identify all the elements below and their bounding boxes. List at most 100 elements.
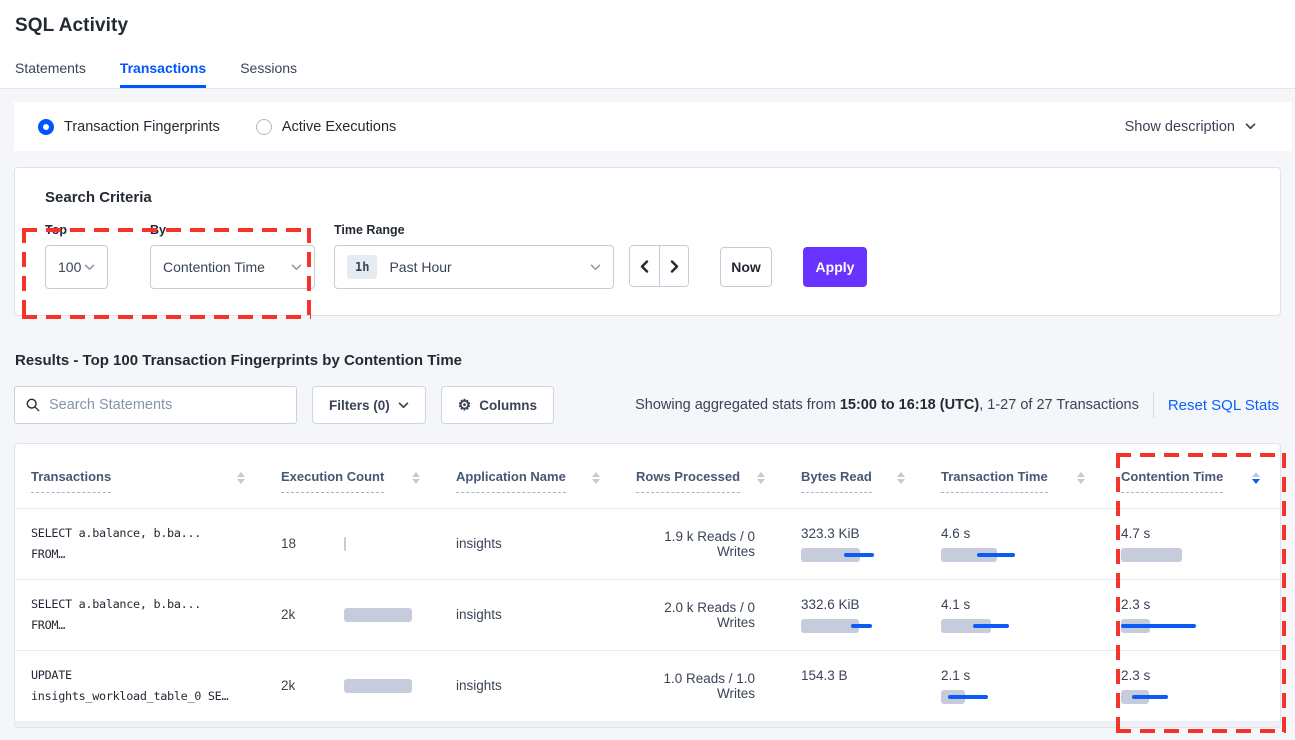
transaction-time-value: 2.1 s <box>941 667 971 683</box>
tab-statements[interactable]: Statements <box>15 60 86 76</box>
chevron-left-icon <box>640 259 649 273</box>
transactions-table-card: Transactions Execution Count Application… <box>14 443 1281 728</box>
reset-sql-stats-link[interactable]: Reset SQL Stats <box>1167 396 1279 414</box>
rows-processed-value: 2.0 k Reads / 0 Writes <box>664 599 755 630</box>
radio-label: Active Executions <box>281 118 397 135</box>
transaction-fingerprint-link[interactable]: SELECT a.balance, b.ba... FROM… <box>31 525 202 561</box>
columns-label: Columns <box>479 397 537 413</box>
radio-selected-icon <box>38 118 54 135</box>
filters-button[interactable]: Filters (0) <box>312 386 426 424</box>
table-row[interactable]: SELECT a.balance, b.ba... FROM… 18 insigh… <box>15 508 1280 579</box>
time-range-value: Past Hour <box>389 259 452 275</box>
transactions-table: Transactions Execution Count Application… <box>15 444 1280 721</box>
time-prev-button[interactable] <box>630 246 659 286</box>
radio-active-executions[interactable]: Active Executions <box>255 118 397 135</box>
columns-button[interactable]: ⚙ Columns <box>440 386 554 424</box>
sort-icon[interactable] <box>757 472 765 484</box>
time-range-badge: 1h <box>347 255 378 279</box>
top-control: Top 100 <box>45 223 108 289</box>
col-header-transaction-time[interactable]: Transaction Time <box>925 444 1105 508</box>
results-toolbar: Filters (0) ⚙ Columns Showing aggregated… <box>14 386 1281 424</box>
contention-time-bar <box>1121 618 1231 633</box>
contention-time-bar <box>1121 547 1231 562</box>
transaction-fingerprint-link[interactable]: UPDATE insights_workload_table_0 SE… <box>31 667 229 703</box>
by-control: By Contention Time <box>150 223 315 289</box>
execution-count-bar <box>344 536 440 551</box>
application-name-value: insights <box>456 607 502 622</box>
table-header-row: Transactions Execution Count Application… <box>15 444 1280 508</box>
search-criteria-card: Search Criteria Top 100 By Contention Ti… <box>14 167 1281 316</box>
col-header-transactions[interactable]: Transactions <box>15 444 265 508</box>
transaction-time-bar <box>941 689 1051 704</box>
time-range-select[interactable]: 1h Past Hour <box>334 245 614 289</box>
col-header-rows-processed[interactable]: Rows Processed <box>620 444 785 508</box>
show-description-label: Show description <box>1124 118 1235 135</box>
now-button[interactable]: Now <box>720 247 772 287</box>
search-statements-box <box>14 386 297 424</box>
contention-time-bar <box>1121 689 1231 704</box>
tab-sessions[interactable]: Sessions <box>240 60 298 76</box>
transaction-time-value: 4.6 s <box>941 525 971 541</box>
page-header: SQL Activity Statements Transactions Ses… <box>0 0 1295 89</box>
contention-time-value: 4.7 s <box>1121 525 1151 541</box>
sort-icon[interactable] <box>592 472 600 484</box>
col-header-application-name[interactable]: Application Name <box>440 444 620 508</box>
col-header-bytes-read[interactable]: Bytes Read <box>785 444 925 508</box>
top-select-value: 100 <box>58 259 82 275</box>
execution-count-bar <box>344 678 440 693</box>
execution-count-value: 2k <box>281 607 296 622</box>
divider <box>1152 392 1154 418</box>
show-description-toggle[interactable]: Show description <box>1125 119 1256 135</box>
sort-icon[interactable] <box>1077 472 1085 484</box>
search-criteria-title: Search Criteria <box>45 189 152 206</box>
sort-icon[interactable] <box>897 472 905 484</box>
transaction-time-value: 4.1 s <box>941 596 971 612</box>
by-select[interactable]: Contention Time <box>150 245 315 289</box>
contention-time-value: 2.3 s <box>1121 596 1151 612</box>
bytes-read-bar <box>801 618 911 633</box>
bytes-read-value: 154.3 B <box>801 667 848 683</box>
sort-icon[interactable] <box>237 472 245 484</box>
apply-button[interactable]: Apply <box>803 247 867 287</box>
time-next-button[interactable] <box>659 246 688 286</box>
by-select-value: Contention Time <box>163 259 265 275</box>
time-nav-group <box>629 245 689 287</box>
table-row[interactable]: SELECT a.balance, b.ba... FROM… 2k insigh… <box>15 579 1280 650</box>
col-header-contention-time[interactable]: Contention Time <box>1105 444 1280 508</box>
view-toggle-bar: Transaction Fingerprints Active Executio… <box>14 102 1292 151</box>
execution-count-bar <box>344 607 440 622</box>
chevron-down-icon <box>84 264 95 270</box>
application-name-value: insights <box>456 678 502 694</box>
time-range-control: Time Range 1h Past Hour <box>334 223 614 289</box>
radio-label: Transaction Fingerprints <box>64 118 220 135</box>
search-statements-input[interactable] <box>49 397 285 413</box>
top-label: Top <box>45 223 67 237</box>
time-range-label: Time Range <box>334 223 405 237</box>
table-bottom-band <box>15 721 1280 727</box>
by-label: By <box>150 223 166 237</box>
sort-icon[interactable] <box>412 472 420 484</box>
radio-transaction-fingerprints[interactable]: Transaction Fingerprints <box>38 118 220 135</box>
filters-label: Filters (0) <box>329 397 390 413</box>
aggregated-stats-text: Showing aggregated stats from 15:00 to 1… <box>635 397 1139 413</box>
bytes-read-bar <box>801 547 911 562</box>
page-title: SQL Activity <box>15 15 129 36</box>
tab-bar: Statements Transactions Sessions <box>15 60 1295 88</box>
tab-transactions[interactable]: Transactions <box>119 60 207 88</box>
bytes-read-value: 332.6 KiB <box>801 596 860 612</box>
application-name-value: insights <box>456 536 502 551</box>
top-select[interactable]: 100 <box>45 245 108 289</box>
contention-time-value: 2.3 s <box>1121 667 1151 683</box>
sort-icon-active-desc[interactable] <box>1252 472 1260 484</box>
col-header-execution-count[interactable]: Execution Count <box>265 444 440 508</box>
chevron-down-icon <box>1245 123 1256 130</box>
transaction-fingerprint-link[interactable]: SELECT a.balance, b.ba... FROM… <box>31 596 202 632</box>
search-icon <box>26 398 40 412</box>
chevron-right-icon <box>670 259 678 273</box>
table-row[interactable]: UPDATE insights_workload_table_0 SE… 2k i… <box>15 650 1280 721</box>
radio-unselected-icon <box>255 118 272 135</box>
bytes-read-value: 323.3 KiB <box>801 525 860 541</box>
results-heading: Results - Top 100 Transaction Fingerprin… <box>15 352 463 369</box>
execution-count-value: 2k <box>281 678 296 694</box>
chevron-down-icon <box>398 401 409 408</box>
